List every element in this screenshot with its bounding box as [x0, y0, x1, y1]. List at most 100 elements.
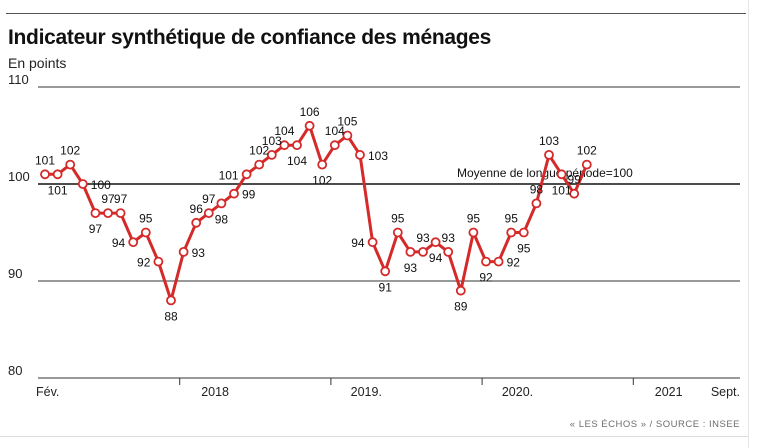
bottom-rule	[0, 436, 748, 437]
data-point	[292, 140, 302, 151]
data-label: 94	[351, 236, 365, 250]
data-point	[569, 188, 580, 199]
data-label: 98	[530, 182, 544, 196]
data-point	[468, 227, 479, 238]
data-point	[128, 237, 139, 248]
data-label: 94	[112, 236, 126, 250]
data-point	[153, 256, 164, 267]
data-point	[329, 140, 340, 151]
y-axis-unit: En points	[8, 55, 67, 71]
data-point	[304, 120, 315, 131]
data-label: 88	[164, 309, 178, 323]
data-label: 95	[391, 212, 405, 226]
data-point	[443, 246, 454, 257]
data-label: 93	[404, 261, 418, 275]
data-point	[531, 198, 542, 209]
x-tick-label: Fév.	[36, 385, 59, 399]
data-label: 93	[192, 246, 206, 260]
data-label: 97	[202, 192, 216, 206]
data-label: 97	[89, 222, 103, 236]
data-point	[279, 140, 290, 151]
data-point	[317, 159, 328, 170]
data-point	[455, 285, 466, 296]
data-label: 93	[416, 231, 430, 245]
data-label: 101	[35, 153, 55, 167]
data-label: 101	[552, 183, 572, 197]
data-point	[203, 208, 214, 219]
y-tick-label: 90	[8, 266, 22, 281]
data-point	[266, 149, 277, 160]
x-tick-label: Sept.	[711, 385, 740, 399]
data-point	[355, 149, 365, 160]
data-point	[342, 130, 353, 141]
data-label: 102	[312, 174, 332, 188]
data-point	[506, 227, 517, 238]
y-tick-label: 100	[8, 169, 30, 184]
data-point	[380, 266, 391, 277]
data-label: 101	[219, 168, 239, 182]
data-point	[418, 246, 428, 257]
data-label: 92	[479, 271, 493, 285]
data-point	[40, 169, 50, 180]
data-label: 105	[337, 115, 357, 129]
data-label: 104	[287, 154, 307, 168]
data-label: 95	[517, 242, 531, 256]
data-label: 103	[262, 134, 282, 148]
data-point	[229, 188, 239, 199]
data-point	[367, 237, 378, 248]
data-point	[77, 179, 88, 189]
data-point	[581, 159, 592, 170]
data-point	[115, 208, 126, 219]
data-label: 95	[139, 212, 153, 226]
top-rule	[6, 13, 746, 14]
x-tick-label: 2021	[655, 385, 683, 399]
data-point	[52, 169, 63, 180]
data-label: 106	[300, 105, 320, 119]
data-point	[178, 246, 189, 257]
x-tick-label: 2019.	[351, 385, 382, 399]
data-point	[254, 159, 265, 170]
y-tick-label: 80	[8, 363, 22, 378]
data-point	[191, 217, 202, 228]
data-point	[430, 237, 441, 248]
data-label: 94	[429, 251, 443, 265]
data-label: 102	[60, 144, 80, 158]
data-point	[103, 208, 113, 219]
data-point	[90, 208, 101, 219]
data-point	[216, 198, 227, 209]
source-credit: « LES ÉCHOS » / SOURCE : INSEE	[569, 419, 740, 430]
data-label: 95	[467, 212, 481, 226]
data-point	[65, 159, 76, 170]
data-point	[241, 169, 252, 180]
data-label: 97	[101, 192, 115, 206]
data-label: 93	[442, 231, 456, 245]
data-label: 92	[507, 256, 521, 270]
data-point	[392, 227, 403, 238]
data-point	[544, 149, 554, 160]
data-point	[481, 256, 491, 267]
data-point	[405, 246, 416, 257]
chart-title: Indicateur synthétique de confiance des …	[8, 26, 492, 49]
data-label: 96	[190, 202, 204, 216]
data-label: 92	[137, 256, 151, 270]
data-point	[166, 295, 176, 306]
data-point	[556, 169, 567, 180]
x-tick-label: 2018	[201, 385, 229, 399]
data-label: 99	[242, 188, 256, 202]
data-label: 97	[114, 192, 128, 206]
data-label: 102	[577, 144, 597, 158]
data-label: 98	[215, 212, 229, 226]
reference-label-bg	[454, 165, 659, 179]
page-edge	[748, 0, 749, 448]
data-label: 101	[48, 183, 68, 197]
data-label: 104	[274, 124, 294, 138]
data-label: 100	[91, 178, 111, 192]
data-point	[140, 227, 151, 238]
data-label: 102	[249, 144, 269, 158]
data-label: 95	[505, 212, 519, 226]
data-label: 91	[379, 280, 393, 294]
data-label: 104	[325, 124, 345, 138]
data-point	[493, 256, 504, 267]
data-label: 103	[539, 134, 559, 148]
